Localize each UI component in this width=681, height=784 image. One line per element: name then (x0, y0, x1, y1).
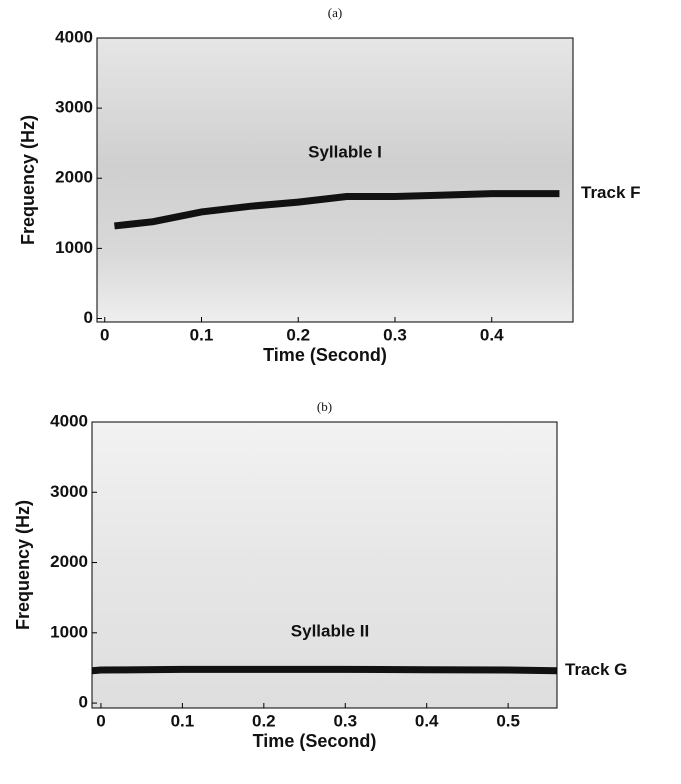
y-tick-label: 2000 (55, 168, 93, 187)
chart-title: (a) (328, 5, 342, 20)
x-tick-label: 0.5 (496, 711, 520, 730)
track-line (114, 190, 560, 230)
plot-frame (91, 421, 558, 709)
annotation: Syllable I (308, 142, 382, 161)
x-axis-label: Time (Second) (263, 345, 387, 365)
x-tick-label: 0.3 (383, 325, 407, 344)
annotation: Syllable II (291, 621, 369, 640)
x-tick-label: 0.4 (480, 325, 504, 344)
x-tick-label: 0 (100, 325, 109, 344)
track-line (91, 665, 558, 675)
plot-frame (96, 37, 574, 323)
y-axis-label: Frequency (Hz) (13, 500, 33, 630)
y-tick-label: 1000 (50, 622, 88, 641)
x-tick-label: 0.2 (252, 711, 276, 730)
y-tick-label: 0 (79, 693, 88, 712)
y-tick-label: 2000 (50, 552, 88, 571)
y-tick-label: 1000 (55, 238, 93, 257)
x-tick-label: 0.1 (171, 711, 195, 730)
chart-title: (b) (317, 399, 332, 414)
y-tick-label: 3000 (55, 98, 93, 117)
spectrogram (92, 422, 557, 708)
x-tick-label: 0.1 (190, 325, 214, 344)
y-tick-label: 3000 (50, 482, 88, 501)
x-axis-label: Time (Second) (253, 731, 377, 751)
y-tick-label: 4000 (55, 27, 93, 46)
track-label: Track F (581, 183, 641, 202)
spectrogram (97, 38, 573, 322)
y-tick-label: 0 (84, 308, 93, 327)
x-tick-label: 0.3 (333, 711, 357, 730)
track-label: Track G (565, 660, 627, 679)
x-tick-label: 0.4 (415, 711, 439, 730)
x-tick-label: 0 (96, 711, 105, 730)
x-tick-label: 0.2 (286, 325, 310, 344)
y-tick-label: 4000 (50, 411, 88, 430)
y-axis-label: Frequency (Hz) (18, 115, 38, 245)
